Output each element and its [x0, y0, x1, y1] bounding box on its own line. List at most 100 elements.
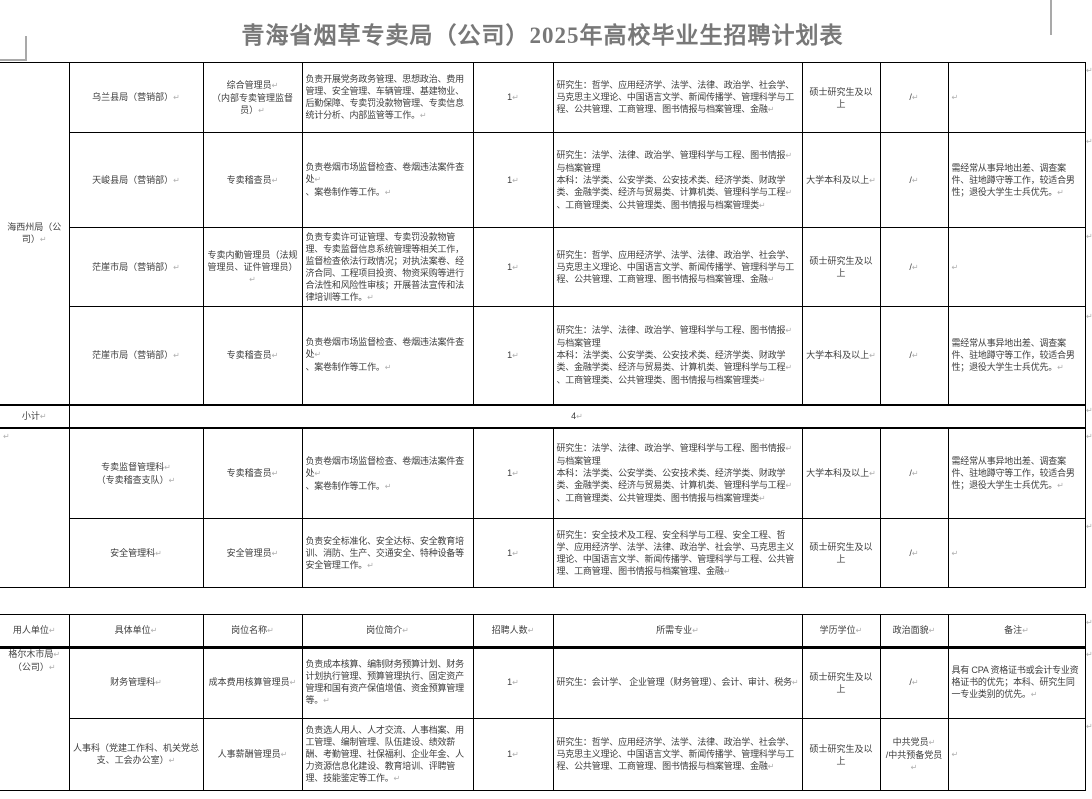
- unit-cell: 财务管理科↵: [68, 646, 204, 719]
- degree-cell: 硕士研究生及以上: [801, 718, 881, 791]
- degree-cell: 硕士研究生及以上: [801, 62, 881, 133]
- political-cell: /↵: [879, 428, 949, 519]
- unit-cell: 乌兰县局（营销部）↵: [68, 62, 204, 133]
- table-row: 安全管理科↵ 安全管理员↵ 负责安全标准化、安全达标、安全教育培训、消防、生产、…: [0, 518, 1086, 588]
- political-cell: /↵: [879, 646, 949, 719]
- unit-cell: 人事科（党建工作科、机关党总支、工会办公室）↵: [68, 718, 204, 791]
- remark-cell: 具有 CPA 资格证书或会计专业资格证书的优先；本科、研究生同一专业类别的优先。…: [947, 646, 1086, 719]
- recruitment-table-geermu: 格尔木市局↵ （公司）↵ 财务管理科↵ 成本费用核算管理员↵ 负责成本核算、编制财…: [0, 646, 1086, 791]
- header-required-majors: 所需专业↵: [552, 614, 803, 649]
- row-end-mark: ↵: [1086, 406, 1092, 415]
- unit-cell: 茫崖市局（营销部）↵: [68, 227, 204, 307]
- header-employing-unit: 用人单位↵: [0, 614, 70, 649]
- recruitment-table-haixi: 海西州局（公 司）↵ 乌兰县局（营销部）↵ 综合管理员↵ （内部专卖管理监督员）↵ …: [0, 62, 1086, 429]
- majors-cell: 研究生：会计学、 企业管理（财务管理）、会计、审计、税务↵: [552, 646, 803, 719]
- org-cell: 格尔木市局↵ （公司）↵: [0, 646, 70, 791]
- recruitment-table-block2: ↵ 专卖监督管理科↵ （专卖稽查支队）↵ 专卖稽查员↵ 负责卷烟市场监督检查、卷烟…: [0, 428, 1086, 588]
- header-remarks: 备注↵: [947, 614, 1086, 649]
- remark-cell: ↵: [947, 718, 1086, 791]
- page-title: 青海省烟草专卖局（公司）2025年高校毕业生招聘计划表: [241, 23, 844, 48]
- row-end-mark: ↵: [1086, 312, 1092, 321]
- duty-cell: 负责卷烟市场监督检查、卷烟违法案件查处↵ 、案卷制作等工作。↵: [301, 428, 474, 519]
- position-cell: 专卖稽查员↵: [202, 428, 303, 519]
- majors-cell: 研究生：哲学、应用经济学、法学、法律、政治学、社会学、马克思主义理论、中国语言文…: [552, 62, 803, 133]
- political-cell: 中共党员↵/中共预备党员↵: [879, 718, 949, 791]
- count-cell: 1↵: [472, 306, 554, 405]
- subtotal-row: 小计↵ 4↵: [0, 403, 1086, 429]
- degree-cell: 硕士研究生及以上: [801, 227, 881, 307]
- subtotal-label-cell: 小计↵: [0, 403, 70, 429]
- header-row: 用人单位↵ 具体单位↵ 岗位名称↵ 岗位简介↵ 招聘人数↵ 所需专业↵ 学历学位…: [0, 614, 1086, 649]
- degree-cell: 大学本科及以上↵: [801, 306, 881, 405]
- column-header-table: 用人单位↵ 具体单位↵ 岗位名称↵ 岗位简介↵ 招聘人数↵ 所需专业↵ 学历学位…: [0, 614, 1086, 649]
- table-row: ↵ 专卖监督管理科↵ （专卖稽查支队）↵ 专卖稽查员↵ 负责卷烟市场监督检查、卷烟…: [0, 428, 1086, 588]
- table-row: 天峻县局（营销部）↵ 专卖稽查员↵ 负责卷烟市场监督检查、卷烟违法案件查处↵ 、案…: [0, 132, 1086, 228]
- majors-cell: 研究生：哲学、应用经济学、法学、法律、政治学、社会学、马克思主义理论、中国语言文…: [552, 718, 803, 791]
- row-end-mark: ↵: [1086, 522, 1092, 531]
- degree-cell: 硕士研究生及以上: [801, 646, 881, 719]
- row-end-mark: ↵: [1086, 232, 1092, 241]
- header-specific-unit: 具体单位↵: [68, 614, 204, 649]
- row-end-mark: ↵: [1086, 432, 1092, 441]
- row-end-mark: ↵: [1086, 722, 1092, 731]
- unit-cell: 天峻县局（营销部）↵: [68, 132, 204, 228]
- header-position-name: 岗位名称↵: [202, 614, 303, 649]
- header-position-intro: 岗位简介↵: [301, 614, 474, 649]
- position-cell: 安全管理员↵: [202, 518, 303, 588]
- position-cell: 专卖内勤管理员（法规管理员、证件管理员）↵: [202, 227, 303, 307]
- political-cell: /↵: [879, 62, 949, 133]
- crop-artifact-line: [1050, 0, 1052, 35]
- duty-cell: 负责卷烟市场监督检查、卷烟违法案件查处↵ 、案卷制作等工作。↵: [301, 306, 474, 405]
- crop-artifact-line: [25, 36, 27, 61]
- degree-cell: 大学本科及以上↵: [801, 428, 881, 519]
- remark-cell: 需经常从事异地出差、调查案件、驻地蹲守等工作，较适合男性；退役大学生士兵优先。↵: [947, 132, 1086, 228]
- remark-cell: 需经常从事异地出差、调查案件、驻地蹲守等工作，较适合男性；退役大学生士兵优先。↵: [947, 428, 1086, 519]
- header-degree: 学历学位↵: [801, 614, 881, 649]
- position-cell: 综合管理员↵ （内部专卖管理监督员）↵: [202, 62, 303, 133]
- remark-cell: ↵: [947, 62, 1086, 133]
- table-row: 茫崖市局（营销部）↵ 专卖内勤管理员（法规管理员、证件管理员）↵ 负责专卖许可证…: [0, 227, 1086, 307]
- table-row: 海西州局（公 司）↵ 乌兰县局（营销部）↵ 综合管理员↵ （内部专卖管理监督员）↵ …: [0, 62, 1086, 405]
- duty-cell: 负责选人用人、人才交流、人事档案、用工管理、编制管理、队伍建设、绩效薪酬、考勤管…: [301, 718, 474, 791]
- unit-cell: 专卖监督管理科↵ （专卖稽查支队）↵: [68, 428, 204, 519]
- row-end-mark: ↵: [1086, 66, 1092, 75]
- remark-cell: 需经常从事异地出差、调查案件、驻地蹲守等工作，较适合男性；退役大学生士兵优先。↵: [947, 306, 1086, 405]
- table-row: 茫崖市局（营销部）↵ 专卖稽查员↵ 负责卷烟市场监督检查、卷烟违法案件查处↵ 、案…: [0, 306, 1086, 405]
- political-cell: /↵: [879, 518, 949, 588]
- count-cell: 1↵: [472, 428, 554, 519]
- remark-cell: ↵: [947, 518, 1086, 588]
- row-end-mark: ↵: [1086, 137, 1092, 146]
- count-cell: 1↵: [472, 646, 554, 719]
- count-cell: 1↵: [472, 62, 554, 133]
- position-cell: 人事薪酬管理员↵: [202, 718, 303, 791]
- majors-cell: 研究生：法学、法律、政治学、管理科学与工程、图书情报↵ 与档案管理 本科：法学类、公…: [552, 132, 803, 228]
- count-cell: 1↵: [472, 132, 554, 228]
- unit-cell: 安全管理科↵: [68, 518, 204, 588]
- row-end-mark: ↵: [1086, 618, 1092, 627]
- majors-cell: 研究生：法学、法律、政治学、管理科学与工程、图书情报↵ 与档案管理 本科：法学类、公…: [552, 428, 803, 519]
- crop-artifact-line: [0, 59, 26, 61]
- remark-cell: ↵: [947, 227, 1086, 307]
- table-row: 格尔木市局↵ （公司）↵ 财务管理科↵ 成本费用核算管理员↵ 负责成本核算、编制财…: [0, 646, 1086, 791]
- majors-cell: 研究生：安全技术及工程、安全科学与工程、安全工程、哲学、应用经济学、法学、法律、…: [552, 518, 803, 588]
- count-cell: 1↵: [472, 518, 554, 588]
- duty-cell: 负责卷烟市场监督检查、卷烟违法案件查处↵ 、案卷制作等工作。↵: [301, 132, 474, 228]
- count-cell: 1↵: [472, 227, 554, 307]
- header-political-status: 政治面貌↵: [879, 614, 949, 649]
- subtotal-value-cell: 4↵: [68, 403, 1086, 429]
- position-cell: 成本费用核算管理员↵: [202, 646, 303, 719]
- position-cell: 专卖稽查员↵: [202, 306, 303, 405]
- duty-cell: 负责成本核算、编制财务预算计划、财务计划执行管理、预算管理执行、固定资产管理和国…: [301, 646, 474, 719]
- count-cell: 1↵: [472, 718, 554, 791]
- political-cell: /↵: [879, 306, 949, 405]
- degree-cell: 硕士研究生及以上: [801, 518, 881, 588]
- political-cell: /↵: [879, 227, 949, 307]
- degree-cell: 大学本科及以上↵: [801, 132, 881, 228]
- position-cell: 专卖稽查员↵: [202, 132, 303, 228]
- majors-cell: 研究生：哲学、应用经济学、法学、法律、政治学、社会学、马克思主义理论、中国语言文…: [552, 227, 803, 307]
- row-end-mark: ↵: [1086, 650, 1092, 659]
- duty-cell: 负责安全标准化、安全达标、安全教育培训、消防、生产、交通安全、特种设备等安全管理…: [301, 518, 474, 588]
- org-cell: 海西州局（公 司）↵: [0, 62, 70, 405]
- header-recruit-count: 招聘人数↵: [472, 614, 554, 649]
